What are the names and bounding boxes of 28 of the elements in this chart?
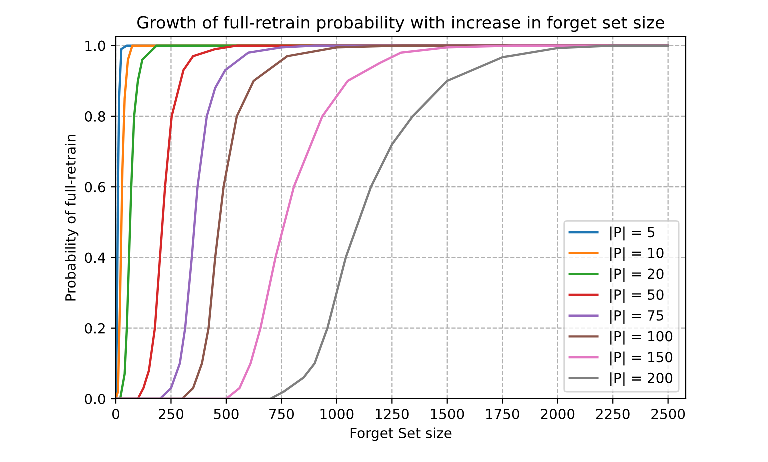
x-tick-label: 250 [158, 408, 184, 420]
x-tick-label: 2250 [596, 408, 630, 420]
legend-label: |P| = 10 [610, 248, 664, 262]
y-tick-label: 0.6 [85, 182, 106, 193]
y-tick-label: 1.0 [86, 40, 106, 52]
y-tick-label: 0.0 [85, 394, 106, 404]
x-tick-label: 1750 [486, 408, 520, 420]
chart-title: Growth of full-retrain probability with increase in forget set size [138, 16, 665, 32]
y-axis-title: Probability of full-retrain [65, 135, 79, 301]
legend-label: |P| = 200 [610, 372, 673, 386]
x-tick-label: 2000 [541, 408, 575, 420]
y-tick-label: 0.4 [85, 252, 106, 264]
legend-label: |P| = 20 [610, 268, 664, 282]
legend-label: |P| = 5 [610, 226, 655, 241]
legend-label: |P| = 150 [610, 352, 673, 366]
y-tick-label: 0.2 [85, 323, 105, 334]
x-tick-label: 0 [112, 408, 120, 420]
legend-label: |P| = 75 [610, 310, 664, 324]
legend-label: |P| = 100 [610, 330, 673, 345]
legend-label: |P| = 50 [610, 289, 664, 304]
x-tick-label: 2500 [652, 408, 686, 420]
x-tick-label: 1250 [376, 408, 409, 420]
x-tick-label: 500 [214, 408, 239, 420]
x-tick-label: 1000 [320, 408, 354, 420]
y-tick-label: 0.8 [85, 111, 106, 122]
x-tick-label: 1500 [431, 408, 464, 420]
x-tick-label: 750 [270, 408, 294, 420]
x-axis-title: Forget Set size [350, 428, 452, 442]
